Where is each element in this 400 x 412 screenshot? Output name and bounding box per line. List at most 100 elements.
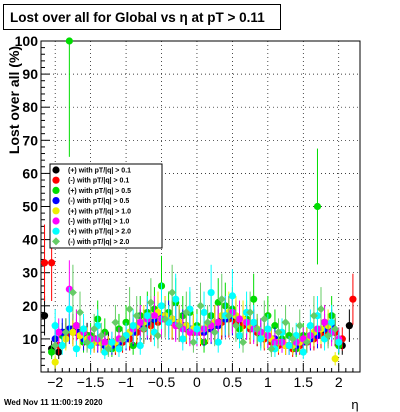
data-point	[101, 338, 109, 346]
data-point	[90, 324, 99, 333]
legend-marker	[52, 197, 60, 205]
y-tick-label: 40	[22, 232, 38, 248]
data-point	[40, 312, 49, 320]
x-tick-label: 2	[335, 374, 343, 390]
data-point	[253, 324, 262, 333]
data-point	[132, 311, 141, 320]
data-point	[51, 322, 59, 330]
data-point	[214, 338, 222, 346]
data-point	[175, 321, 184, 330]
data-point	[331, 324, 340, 333]
legend-marker	[52, 237, 60, 246]
data-point	[224, 311, 233, 320]
data-point	[302, 338, 311, 347]
x-tick-label: −1	[118, 374, 134, 390]
y-tick-label: 30	[22, 265, 38, 281]
legend-label: (-) with pT/|q| > 0.5	[68, 198, 129, 205]
legend-label: (+) with pT/|q| > 2.0	[68, 229, 131, 236]
data-point	[217, 295, 226, 304]
data-point	[288, 334, 297, 343]
data-point	[228, 292, 236, 300]
data-point	[313, 202, 322, 211]
data-point	[65, 37, 73, 45]
data-point	[260, 315, 269, 324]
data-point	[51, 341, 60, 350]
y-axis-label: Lost over all (%)	[6, 46, 22, 154]
legend-label: (+) with pT/|q| > 0.1	[68, 168, 131, 175]
y-tick-label: 10	[22, 331, 38, 347]
data-point	[168, 288, 177, 297]
legend-label: (-) with pT/|q| > 0.1	[68, 178, 129, 185]
data-point	[246, 308, 255, 317]
data-point	[61, 328, 70, 337]
data-point	[207, 288, 215, 297]
data-point	[182, 308, 191, 317]
data-point	[118, 334, 127, 343]
legend-marker	[52, 186, 60, 194]
data-point	[125, 305, 134, 314]
data-point	[111, 318, 120, 327]
y-tick-label: 80	[22, 99, 38, 115]
y-tick-label: 60	[22, 165, 38, 181]
data-point	[146, 298, 155, 307]
x-axis-label: η	[351, 397, 358, 412]
legend-marker	[52, 176, 60, 184]
data-point	[349, 295, 357, 303]
data-point	[335, 338, 343, 346]
legend-marker	[52, 227, 60, 235]
data-point	[200, 308, 208, 317]
data-point	[48, 259, 56, 267]
data-point	[157, 302, 166, 310]
data-point	[250, 295, 258, 303]
data-point	[235, 315, 244, 323]
x-tick-label: 0.5	[223, 374, 243, 390]
data-point	[55, 328, 63, 336]
data-point	[196, 301, 205, 310]
y-tick-label: 20	[22, 298, 38, 314]
data-point	[193, 325, 201, 333]
data-point	[143, 312, 151, 320]
timestamp: Wed Nov 11 11:00:19 2020	[4, 398, 103, 407]
data-point	[97, 331, 106, 340]
data-point	[69, 328, 77, 336]
data-point	[108, 338, 116, 346]
data-point	[129, 322, 137, 330]
data-point	[239, 338, 248, 347]
data-point	[285, 341, 293, 350]
legend: (+) with pT/|q| > 0.1 (-) with pT/|q| > 0…	[49, 163, 163, 249]
data-point	[104, 344, 113, 353]
data-point	[179, 335, 187, 343]
legend-label: (+) with pT/|q| > 0.5	[68, 188, 131, 195]
data-points	[40, 37, 357, 369]
data-point	[267, 344, 276, 353]
series-8	[51, 264, 340, 357]
x-tick-label: 1.5	[294, 374, 314, 390]
data-point	[75, 308, 84, 317]
data-point	[40, 259, 49, 267]
data-point	[271, 322, 279, 330]
data-point	[72, 322, 81, 330]
chart-title-box: Lost over all for Global vs η at pT > 0.…	[3, 4, 281, 30]
legend-marker	[52, 166, 60, 174]
data-point	[65, 305, 73, 313]
data-point	[48, 348, 56, 356]
data-point	[309, 311, 318, 320]
data-point	[299, 348, 307, 356]
data-point	[317, 305, 326, 314]
data-point	[136, 318, 144, 326]
data-point	[324, 331, 333, 340]
data-point	[235, 331, 244, 340]
data-point	[161, 315, 170, 324]
data-point	[231, 321, 240, 330]
legend-label: (-) with pT/|q| > 1.0	[68, 219, 129, 226]
y-tick-label: 70	[22, 132, 38, 148]
data-point	[139, 324, 148, 333]
data-point	[153, 331, 162, 340]
data-point	[186, 328, 194, 336]
legend-marker	[52, 207, 60, 215]
y-tick-label: 90	[22, 66, 38, 82]
data-point	[72, 345, 81, 353]
data-point	[214, 318, 222, 326]
data-point	[264, 325, 272, 333]
